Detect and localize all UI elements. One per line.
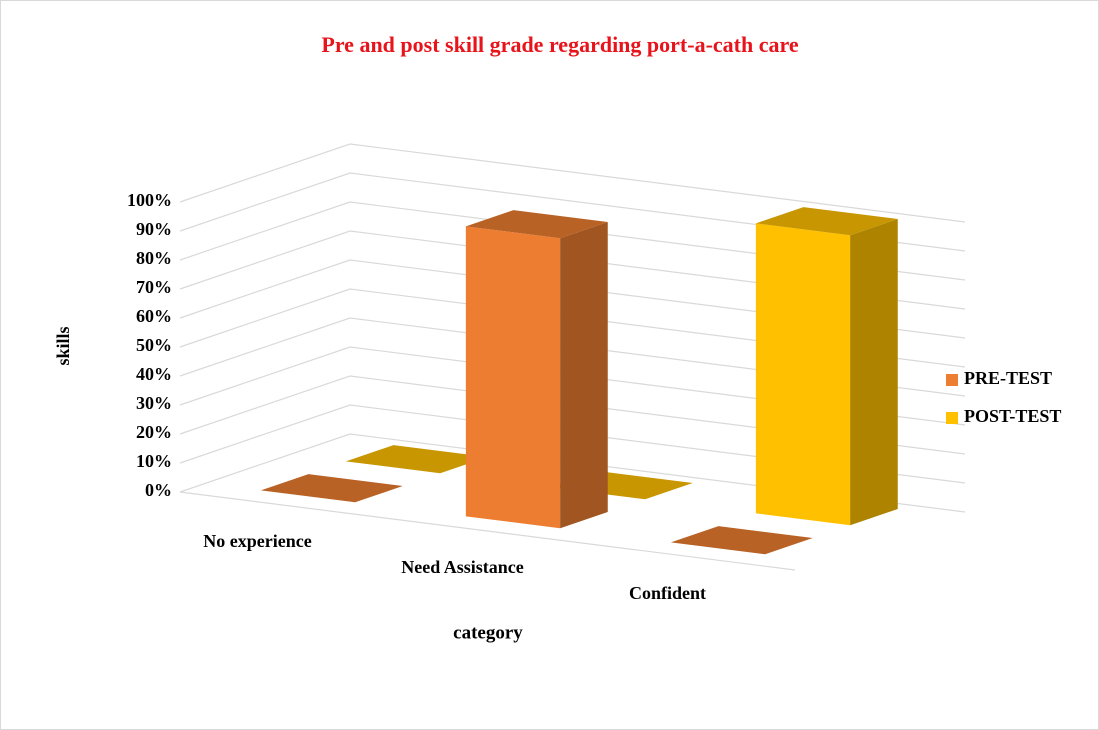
y-tick-label: 50% <box>136 335 172 355</box>
x-axis-title: category <box>453 622 523 643</box>
y-tick-label: 60% <box>136 306 172 326</box>
y-tick-label: 30% <box>136 393 172 413</box>
legend-swatch <box>946 412 958 424</box>
x-tick-label: No experience <box>203 531 311 551</box>
y-tick-label: 100% <box>127 190 172 210</box>
bar-front <box>465 226 561 529</box>
grid-line <box>179 143 966 223</box>
bar <box>755 207 898 526</box>
bar-top <box>260 474 403 503</box>
bar-side <box>560 222 608 529</box>
bar-front <box>755 223 851 526</box>
legend-swatch <box>946 374 958 386</box>
y-tick-label: 40% <box>136 364 172 384</box>
y-tick-label: 10% <box>136 451 172 471</box>
chart-title: Pre and post skill grade regarding port-… <box>321 32 798 57</box>
bar-top <box>755 207 898 236</box>
y-axis-title: skills <box>53 326 73 365</box>
legend-label: POST-TEST <box>964 406 1061 426</box>
x-tick-label: Need Assistance <box>401 557 524 577</box>
legend-label: PRE-TEST <box>964 368 1052 388</box>
bar-top <box>670 526 813 555</box>
y-tick-label: 20% <box>136 422 172 442</box>
bar <box>670 526 813 555</box>
y-tick-label: 80% <box>136 248 172 268</box>
floor-edge <box>179 491 796 571</box>
bar-top <box>345 445 488 474</box>
y-tick-label: 70% <box>136 277 172 297</box>
bar <box>345 445 488 474</box>
bar <box>465 210 608 529</box>
bar-top <box>465 210 608 239</box>
y-tick-label: 0% <box>145 480 172 500</box>
bar <box>260 474 403 503</box>
bar-side <box>850 219 898 526</box>
x-tick-label: Confident <box>629 583 706 603</box>
y-tick-label: 90% <box>136 219 172 239</box>
